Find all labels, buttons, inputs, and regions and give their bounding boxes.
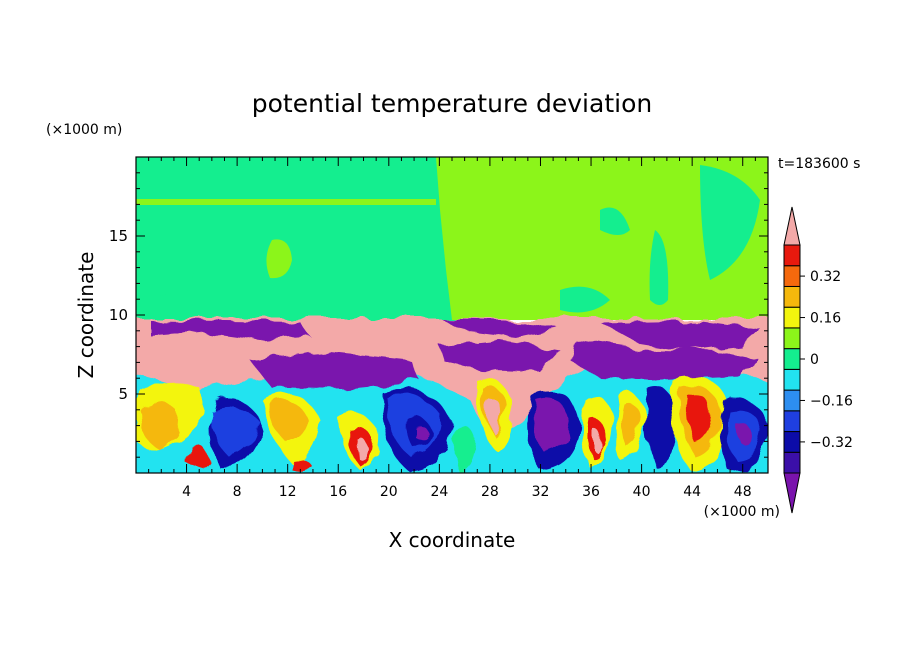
x-unit-label: (×1000 m) <box>704 504 780 520</box>
purple-patch-3 <box>534 398 570 452</box>
upper-blob-2 <box>136 230 194 300</box>
orange-patch-1 <box>140 402 179 450</box>
chart-title: potential temperature deviation <box>252 89 652 118</box>
upper-stripe <box>136 199 436 205</box>
x-tick-label: 48 <box>734 484 752 500</box>
y-axis-ticks: 5 10 15 <box>109 172 768 458</box>
purple-patch-5 <box>736 423 752 443</box>
salmon-patch-5 <box>594 429 602 453</box>
green-patch-1 <box>453 426 476 472</box>
colorbar-tick-label: 0.32 <box>810 269 841 285</box>
upper-blob-4 <box>649 230 669 305</box>
colorbar: 0.32 0.16 0 −0.16 −0.32 <box>783 206 853 514</box>
colorbar-segment <box>783 368 801 391</box>
x-tick-label: 12 <box>279 484 297 500</box>
navy-patch-4 <box>645 388 680 466</box>
colorbar-min-triangle <box>783 472 801 514</box>
red-patch-1 <box>188 444 208 468</box>
colorbar-segment <box>783 389 801 412</box>
x-tick-label: 40 <box>633 484 651 500</box>
purple-band-2 <box>440 318 560 338</box>
region-upper-left <box>136 157 456 327</box>
colorbar-tick-label: −0.32 <box>810 435 853 451</box>
salmon-patch-1 <box>356 437 368 459</box>
time-label: t=183600 s <box>778 156 860 172</box>
colorbar-tick-label: 0.16 <box>810 311 841 327</box>
colorbar-tick-label: 0 <box>810 352 819 368</box>
x-tick-label: 44 <box>683 484 701 500</box>
blue-patch-1 <box>210 405 258 456</box>
y-axis-label: Z coordinate <box>74 252 98 379</box>
lower-layer <box>136 318 768 473</box>
purple-band-4 <box>570 340 760 380</box>
colorbar-segment <box>783 265 801 287</box>
colorbar-segment <box>783 285 801 308</box>
colorbar-tick-label: −0.16 <box>810 393 853 409</box>
x-tick-label: 20 <box>380 484 398 500</box>
x-tick-label: 8 <box>233 484 242 500</box>
colorbar-segment <box>783 244 801 267</box>
purple-band-1 <box>150 320 310 340</box>
y-tick-label: 15 <box>109 227 128 245</box>
y-unit-label: (×1000 m) <box>46 122 122 138</box>
purple-band-6 <box>250 352 420 388</box>
orange-patch-2 <box>270 400 308 441</box>
x-axis-label: X coordinate <box>389 528 516 552</box>
colorbar-segment <box>783 327 801 350</box>
x-tick-label: 32 <box>532 484 550 500</box>
y-tick-label: 5 <box>118 385 128 403</box>
colorbar-segment <box>783 431 801 453</box>
colorbar-segment <box>783 348 801 370</box>
heatmap-field <box>136 157 768 473</box>
purple-patch-2 <box>414 424 428 439</box>
colorbar-segment <box>783 451 801 474</box>
y-tick-label: 10 <box>109 306 128 324</box>
upper-blob-5 <box>700 165 760 280</box>
x-tick-label: 28 <box>481 484 499 500</box>
region-upper-right <box>436 157 768 320</box>
upper-layer <box>136 157 768 327</box>
x-tick-label: 24 <box>430 484 448 500</box>
purple-band-5 <box>440 340 560 372</box>
upper-blob-3 <box>600 207 630 235</box>
x-tick-label: 36 <box>582 484 600 500</box>
salmon-wave-1 <box>487 397 502 432</box>
x-tick-label: 16 <box>329 484 347 500</box>
upper-blob-1 <box>266 239 292 279</box>
orange-patch-6 <box>621 402 640 446</box>
red-patch-2 <box>290 457 312 472</box>
colorbar-segment <box>783 410 801 433</box>
purple-band-3 <box>600 320 760 352</box>
colorbar-segment <box>783 306 801 329</box>
x-tick-label: 4 <box>182 484 191 500</box>
red-patch-7 <box>686 394 712 442</box>
x-axis-ticks: 4 8 12 16 20 24 28 32 36 40 44 48 <box>148 157 756 500</box>
colorbar-max-triangle <box>783 206 801 246</box>
upper-blob-6 <box>560 286 610 313</box>
